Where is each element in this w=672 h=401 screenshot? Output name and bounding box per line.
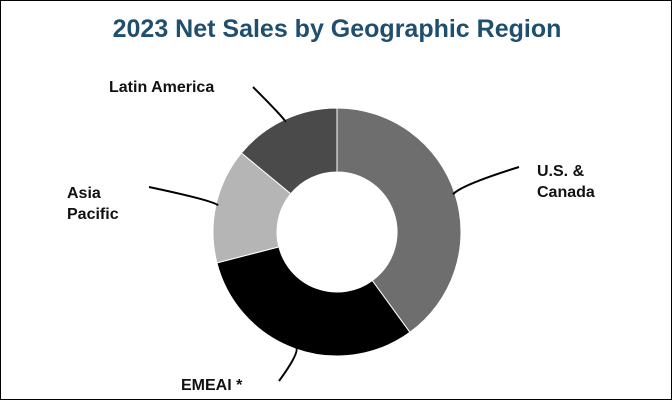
donut-slice-1	[216, 246, 411, 357]
label-asia-pacific: Asia Pacific	[67, 185, 119, 223]
chart-title: 2023 Net Sales by Geographic Region	[112, 15, 562, 43]
leader-line-1	[278, 346, 298, 382]
label-latin-america: Latin America	[109, 79, 215, 96]
label-us-canada: U.S. & Canada	[537, 163, 595, 201]
leader-line-3	[252, 86, 287, 123]
leader-line-2	[148, 186, 219, 207]
label-emeai: EMEAI *	[181, 377, 243, 394]
leader-line-0	[452, 166, 520, 196]
donut-slice-3	[240, 107, 338, 195]
donut-slice-0	[336, 107, 462, 334]
